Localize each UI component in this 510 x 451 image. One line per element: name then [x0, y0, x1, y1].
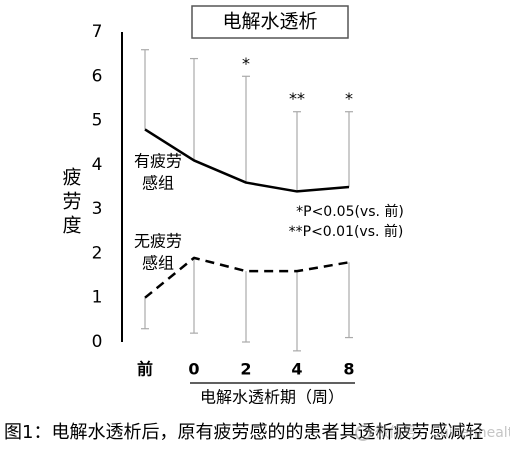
x-tick-label: 前 — [137, 360, 153, 379]
significance-marker: ** — [289, 89, 305, 108]
p-value-note: *P<0.05(vs. 前) — [296, 203, 404, 220]
wechat-icon — [355, 425, 371, 441]
y-tick-label: 6 — [92, 66, 103, 86]
y-tick-label: 2 — [92, 243, 103, 263]
series-label-no-fatigue: 无疲劳 — [134, 232, 182, 251]
y-tick-label: 7 — [92, 22, 103, 42]
y-tick-label: 3 — [92, 199, 103, 219]
y-tick-label: 5 — [92, 111, 103, 131]
y-axis-label: 度 — [62, 215, 81, 237]
x-tick-label: 2 — [240, 360, 251, 379]
series-line-no-fatigue — [144, 256, 350, 299]
chart-title-box — [191, 5, 349, 39]
chart-title: 电解水透析 — [222, 11, 317, 33]
y-tick-label: 1 — [92, 288, 103, 308]
watermark-text: 微信号：Suikenhealth — [375, 425, 510, 441]
x-axis-label: 电解水透析期（周） — [200, 388, 344, 407]
y-axis-label: 疲 — [62, 167, 81, 189]
x-tick-label: 8 — [343, 360, 354, 379]
y-tick-label: 0 — [92, 332, 103, 352]
x-tick-label: 4 — [291, 360, 302, 379]
p-value-note: **P<0.01(vs. 前) — [289, 223, 404, 240]
y-tick-label: 4 — [92, 155, 103, 175]
series-label-fatigue: 感组 — [142, 174, 174, 193]
significance-marker: * — [345, 89, 353, 108]
y-axis-label: 劳 — [62, 191, 81, 213]
series-label-no-fatigue: 感组 — [142, 254, 174, 273]
x-tick-label: 0 — [188, 360, 199, 379]
significance-marker: * — [242, 54, 250, 73]
watermark: 微信号：Suikenhealth — [355, 420, 510, 446]
series-label-fatigue: 有疲劳 — [134, 152, 182, 171]
series-line-fatigue — [144, 128, 350, 193]
